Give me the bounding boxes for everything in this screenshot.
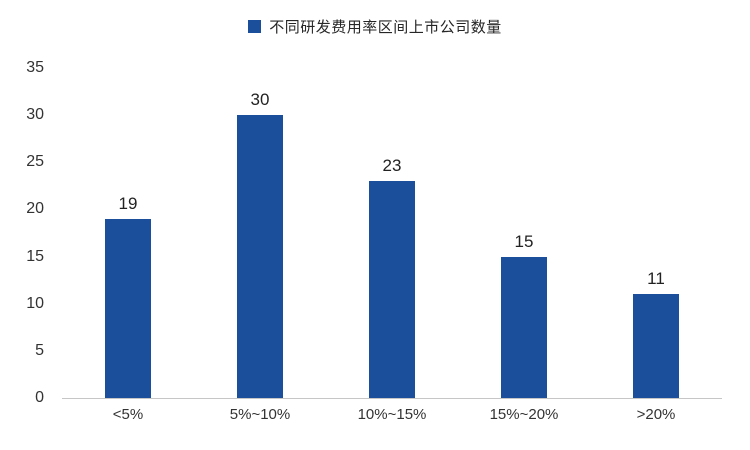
legend: 不同研发费用率区间上市公司数量 [0,16,750,37]
legend-label: 不同研发费用率区间上市公司数量 [269,19,502,36]
x-axis-label: 15%~20% [489,406,559,423]
x-axis-label: >20% [636,406,676,423]
x-axis-label: 5%~10% [229,406,291,423]
legend-swatch-icon [248,20,262,33]
y-axis-tick-label: 35 [26,59,44,76]
bar [237,115,283,398]
bar-column: 23 [326,156,458,398]
bar-value-label: 30 [250,90,270,109]
x-axis-label: <5% [112,406,144,423]
bar [369,181,415,398]
y-axis-tick-label: 25 [26,153,44,171]
y-axis-tick-label: 30 [26,106,44,124]
bar-column: 11 [590,269,722,398]
y-axis-tick-label: 15 [26,247,44,265]
y-axis-tick-label: 5 [35,341,44,359]
bar-column: 15 [458,232,590,398]
bar-value-label: 23 [382,156,402,175]
y-axis-tick-label: 10 [26,294,44,312]
x-axis-label: 10%~15% [357,406,427,423]
plot-area: 19 30 23 15 11 [62,68,722,399]
x-axis: <5% 5%~10% 10%~15% 15%~20% >20% [62,406,722,423]
bar [501,257,547,398]
bar-column: 30 [194,90,326,398]
bar-value-label: 19 [118,194,138,213]
bar-value-label: 15 [514,232,534,251]
bar [633,294,679,398]
y-axis: 0 5 10 15 20 25 30 35 [0,59,52,406]
bar [105,219,151,398]
bar-column: 19 [62,194,194,398]
bar-value-label: 11 [647,269,665,288]
y-axis-tick-label: 20 [26,200,44,218]
y-axis-tick-label: 0 [35,389,44,406]
